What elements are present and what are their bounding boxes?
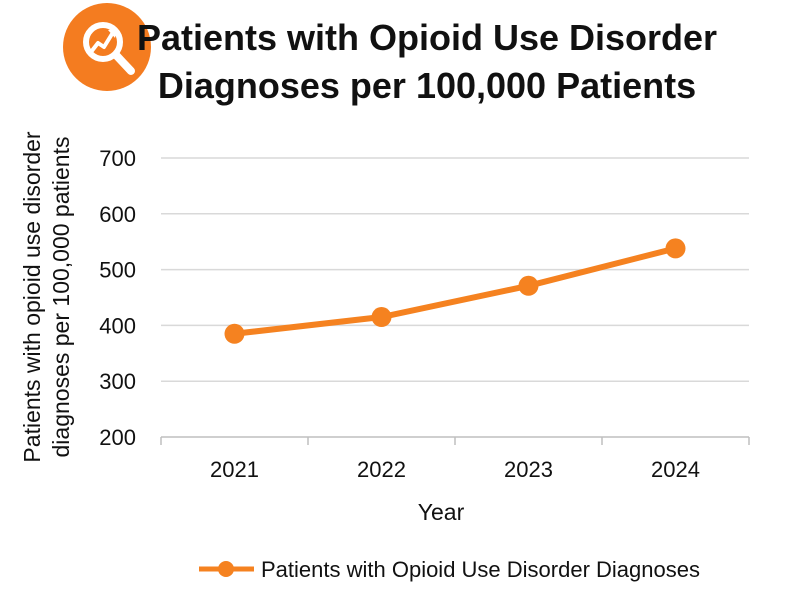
y-axis-label-line-1: Patients with opioid use disorder (19, 131, 45, 462)
x-axis: 2021 2022 2023 2024 (160, 437, 750, 482)
x-tick-label-2024: 2024 (651, 457, 700, 482)
legend-point-marker (218, 561, 234, 577)
y-tick-label-500: 500 (99, 258, 136, 283)
y-tick-label-700: 700 (99, 146, 136, 171)
y-tick-label-200: 200 (99, 425, 136, 450)
data-point-2022 (371, 307, 392, 328)
y-tick-label-300: 300 (99, 369, 136, 394)
x-tick-label-2021: 2021 (210, 457, 259, 482)
legend: Patients with Opioid Use Disorder Diagno… (199, 557, 700, 582)
data-series (224, 238, 686, 344)
series-line (231, 245, 679, 337)
y-tick-label-400: 400 (99, 313, 136, 338)
search-chart-icon (63, 3, 151, 91)
legend-label: Patients with Opioid Use Disorder Diagno… (261, 557, 700, 582)
y-axis-ticks: 200 300 400 500 600 700 (99, 146, 136, 450)
chart-title-line-1: Patients with Opioid Use Disorder (137, 17, 717, 58)
data-point-2024 (665, 238, 686, 259)
gridlines (161, 157, 749, 438)
data-point-2021 (224, 323, 245, 344)
x-tick-label-2022: 2022 (357, 457, 406, 482)
chart-title-line-2: Diagnoses per 100,000 Patients (158, 65, 696, 106)
data-point-2023 (518, 275, 539, 296)
x-tick-label-2023: 2023 (504, 457, 553, 482)
y-axis-label-line-2: diagnoses per 100,000 patients (48, 137, 74, 458)
x-axis-label: Year (418, 499, 465, 525)
y-tick-label-600: 600 (99, 202, 136, 227)
